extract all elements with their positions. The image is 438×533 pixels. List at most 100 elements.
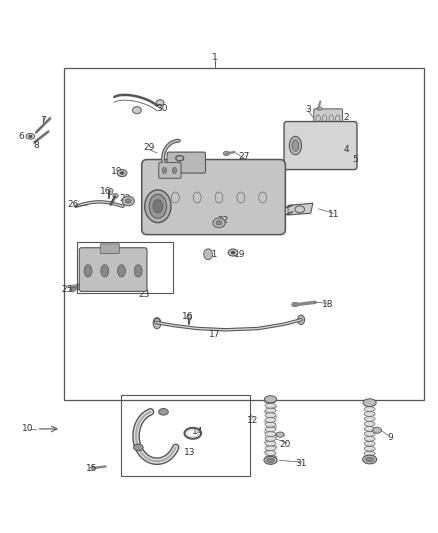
Text: 21: 21 (207, 250, 218, 259)
Text: 3: 3 (306, 105, 311, 114)
Ellipse shape (26, 134, 35, 139)
Bar (77, 243, 173, 293)
Ellipse shape (373, 427, 381, 433)
Ellipse shape (363, 455, 377, 464)
Ellipse shape (265, 432, 276, 437)
Ellipse shape (91, 466, 95, 469)
Ellipse shape (264, 456, 277, 464)
Ellipse shape (84, 265, 92, 277)
Ellipse shape (364, 451, 375, 456)
Ellipse shape (289, 136, 301, 155)
Text: 12: 12 (247, 416, 259, 425)
Ellipse shape (153, 320, 155, 321)
Text: 8: 8 (34, 141, 39, 150)
Ellipse shape (364, 416, 375, 421)
Ellipse shape (265, 413, 276, 417)
Ellipse shape (109, 188, 113, 195)
Ellipse shape (159, 409, 168, 415)
Ellipse shape (145, 190, 171, 223)
FancyBboxPatch shape (100, 244, 120, 253)
Ellipse shape (364, 411, 375, 416)
Ellipse shape (223, 151, 230, 156)
Text: 19: 19 (234, 250, 246, 259)
Text: 2: 2 (344, 112, 349, 122)
Ellipse shape (364, 402, 375, 407)
Ellipse shape (265, 450, 276, 455)
Ellipse shape (187, 314, 191, 320)
Ellipse shape (70, 285, 75, 289)
Ellipse shape (159, 320, 161, 321)
Bar (64, 68, 424, 400)
FancyBboxPatch shape (314, 109, 343, 128)
Ellipse shape (153, 318, 161, 329)
FancyBboxPatch shape (142, 159, 286, 235)
Text: 17: 17 (209, 330, 220, 338)
Ellipse shape (156, 100, 164, 106)
Text: 6: 6 (19, 132, 25, 141)
Ellipse shape (364, 446, 375, 451)
Text: 31: 31 (295, 459, 307, 469)
Ellipse shape (366, 457, 374, 462)
Text: 10: 10 (22, 424, 34, 433)
Text: 5: 5 (352, 155, 358, 164)
Ellipse shape (276, 432, 284, 437)
Ellipse shape (267, 458, 275, 463)
Text: 7: 7 (41, 116, 46, 125)
Text: 27: 27 (239, 152, 250, 161)
Ellipse shape (297, 315, 304, 325)
Text: 20: 20 (280, 440, 291, 449)
Ellipse shape (28, 135, 32, 138)
Ellipse shape (228, 249, 238, 256)
Ellipse shape (156, 317, 158, 319)
Text: 18: 18 (321, 301, 333, 310)
Ellipse shape (172, 167, 177, 174)
Ellipse shape (265, 446, 276, 451)
Ellipse shape (160, 322, 161, 324)
Text: 14: 14 (191, 427, 203, 436)
Ellipse shape (265, 395, 277, 403)
Text: 13: 13 (184, 448, 195, 457)
Ellipse shape (113, 193, 118, 198)
Ellipse shape (125, 199, 131, 203)
Polygon shape (288, 203, 313, 215)
FancyBboxPatch shape (79, 248, 147, 292)
Ellipse shape (265, 437, 276, 441)
Ellipse shape (134, 444, 143, 451)
Text: 9: 9 (387, 433, 393, 442)
FancyBboxPatch shape (159, 163, 181, 179)
Ellipse shape (120, 172, 124, 175)
Ellipse shape (292, 140, 299, 151)
Text: 28: 28 (162, 165, 173, 174)
Text: 16: 16 (182, 312, 193, 321)
Ellipse shape (265, 427, 276, 432)
Ellipse shape (265, 399, 276, 403)
Ellipse shape (158, 318, 159, 320)
Ellipse shape (364, 431, 375, 436)
Ellipse shape (364, 422, 375, 426)
Ellipse shape (70, 288, 75, 292)
Ellipse shape (153, 200, 162, 213)
Ellipse shape (292, 302, 298, 306)
Text: 16: 16 (100, 187, 111, 196)
Text: 24: 24 (123, 270, 134, 279)
Ellipse shape (117, 169, 127, 176)
Ellipse shape (101, 265, 109, 277)
Text: 15: 15 (86, 464, 97, 473)
Ellipse shape (265, 441, 276, 446)
Ellipse shape (265, 417, 276, 422)
Text: 1: 1 (212, 53, 218, 62)
Ellipse shape (265, 403, 276, 408)
Ellipse shape (204, 249, 212, 260)
Text: 26: 26 (67, 200, 78, 209)
Ellipse shape (265, 422, 276, 427)
Ellipse shape (364, 441, 375, 446)
Text: 23: 23 (138, 290, 150, 300)
Ellipse shape (317, 107, 322, 110)
Bar (121, 395, 250, 476)
Ellipse shape (122, 196, 134, 206)
Ellipse shape (155, 318, 156, 320)
FancyBboxPatch shape (284, 122, 357, 169)
Text: 4: 4 (344, 145, 349, 154)
Ellipse shape (134, 265, 142, 277)
Text: 22: 22 (218, 216, 229, 225)
